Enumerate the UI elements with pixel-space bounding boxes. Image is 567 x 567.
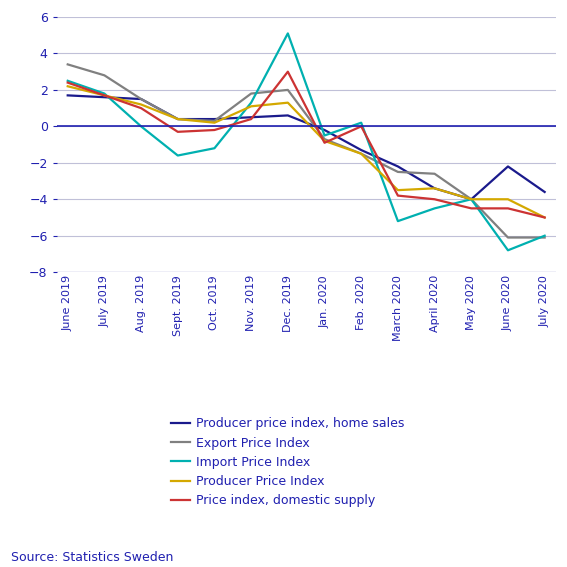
- Price index, domestic supply: [505, 205, 511, 212]
- Price index, domestic supply: [175, 129, 181, 136]
- Producer price index, home sales: [468, 196, 475, 202]
- Price index, domestic supply: [211, 126, 218, 133]
- Producer price index, home sales: [175, 116, 181, 122]
- Price index, domestic supply: [248, 116, 255, 122]
- Producer price index, home sales: [138, 96, 145, 103]
- Producer Price Index: [358, 150, 365, 157]
- Producer Price Index: [541, 214, 548, 221]
- Import Price Index: [248, 99, 255, 106]
- Producer Price Index: [468, 196, 475, 202]
- Line: Import Price Index: Import Price Index: [67, 33, 545, 250]
- Producer Price Index: [101, 92, 108, 99]
- Producer price index, home sales: [505, 163, 511, 170]
- Price index, domestic supply: [321, 139, 328, 146]
- Producer price index, home sales: [395, 163, 401, 170]
- Price index, domestic supply: [64, 79, 71, 86]
- Import Price Index: [211, 145, 218, 151]
- Producer price index, home sales: [358, 147, 365, 154]
- Legend: Producer price index, home sales, Export Price Index, Import Price Index, Produc: Producer price index, home sales, Export…: [167, 413, 410, 513]
- Import Price Index: [395, 218, 401, 225]
- Producer Price Index: [285, 99, 291, 106]
- Import Price Index: [64, 78, 71, 84]
- Import Price Index: [431, 205, 438, 212]
- Text: Source: Statistics Sweden: Source: Statistics Sweden: [11, 551, 174, 564]
- Price index, domestic supply: [431, 196, 438, 202]
- Import Price Index: [541, 232, 548, 239]
- Import Price Index: [358, 119, 365, 126]
- Import Price Index: [321, 132, 328, 139]
- Export Price Index: [358, 150, 365, 157]
- Price index, domestic supply: [541, 214, 548, 221]
- Producer price index, home sales: [64, 92, 71, 99]
- Export Price Index: [64, 61, 71, 68]
- Producer price index, home sales: [248, 114, 255, 121]
- Producer Price Index: [321, 138, 328, 145]
- Export Price Index: [175, 116, 181, 122]
- Line: Export Price Index: Export Price Index: [67, 65, 545, 238]
- Export Price Index: [211, 117, 218, 124]
- Price index, domestic supply: [468, 205, 475, 212]
- Producer Price Index: [395, 187, 401, 193]
- Import Price Index: [285, 30, 291, 37]
- Producer price index, home sales: [541, 189, 548, 196]
- Producer Price Index: [248, 103, 255, 110]
- Price index, domestic supply: [285, 68, 291, 75]
- Import Price Index: [101, 90, 108, 97]
- Import Price Index: [505, 247, 511, 253]
- Price index, domestic supply: [358, 123, 365, 130]
- Export Price Index: [395, 168, 401, 175]
- Export Price Index: [248, 90, 255, 97]
- Producer price index, home sales: [211, 116, 218, 122]
- Export Price Index: [101, 72, 108, 79]
- Producer price index, home sales: [321, 126, 328, 133]
- Price index, domestic supply: [138, 105, 145, 112]
- Export Price Index: [431, 170, 438, 177]
- Export Price Index: [321, 136, 328, 142]
- Price index, domestic supply: [395, 192, 401, 199]
- Producer price index, home sales: [285, 112, 291, 119]
- Export Price Index: [468, 196, 475, 202]
- Export Price Index: [505, 234, 511, 241]
- Price index, domestic supply: [101, 92, 108, 99]
- Import Price Index: [175, 152, 181, 159]
- Producer price index, home sales: [431, 185, 438, 192]
- Producer Price Index: [211, 119, 218, 126]
- Line: Price index, domestic supply: Price index, domestic supply: [67, 71, 545, 218]
- Import Price Index: [138, 123, 145, 130]
- Producer Price Index: [64, 83, 71, 90]
- Producer Price Index: [175, 116, 181, 122]
- Producer price index, home sales: [101, 94, 108, 100]
- Producer Price Index: [505, 196, 511, 202]
- Export Price Index: [138, 96, 145, 103]
- Line: Producer Price Index: Producer Price Index: [67, 86, 545, 218]
- Producer Price Index: [138, 101, 145, 108]
- Import Price Index: [468, 196, 475, 202]
- Producer Price Index: [431, 185, 438, 192]
- Export Price Index: [285, 87, 291, 94]
- Export Price Index: [541, 234, 548, 241]
- Line: Producer price index, home sales: Producer price index, home sales: [67, 95, 545, 199]
